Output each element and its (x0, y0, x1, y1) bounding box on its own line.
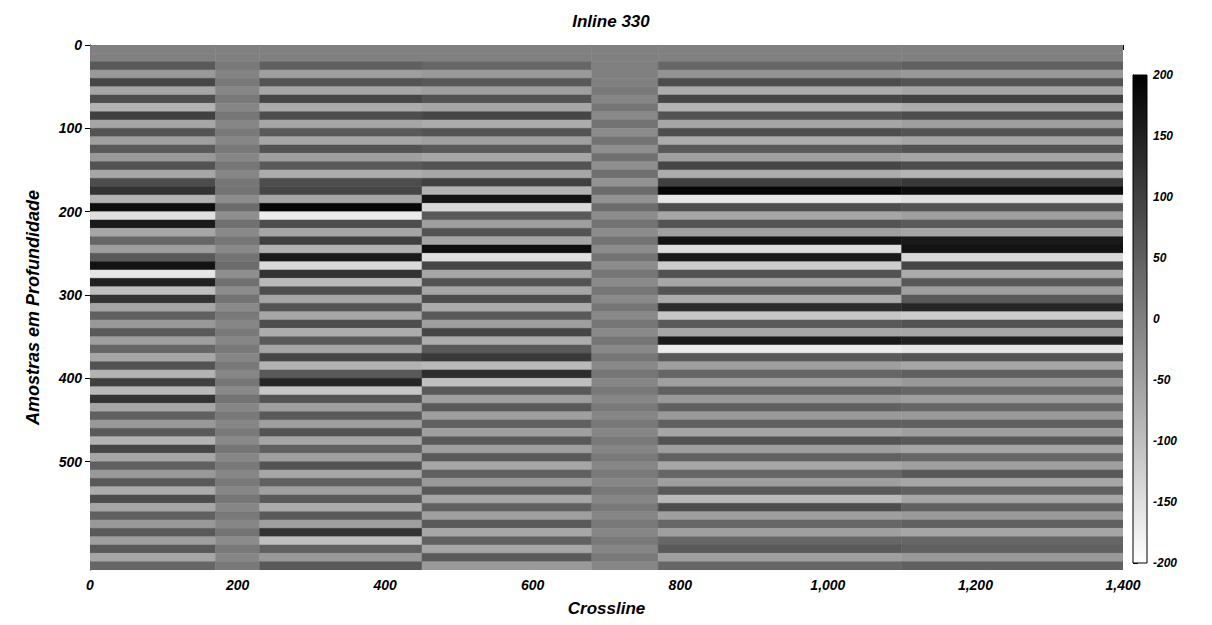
svg-text:500: 500 (59, 454, 83, 470)
svg-text:Inline 330: Inline 330 (572, 12, 650, 31)
svg-text:-200: -200 (1153, 556, 1177, 570)
svg-text:Amostras em Profundidade: Amostras em Profundidade (23, 190, 43, 426)
svg-text:100: 100 (1153, 190, 1173, 204)
svg-text:150: 150 (1153, 129, 1173, 143)
svg-text:-100: -100 (1153, 434, 1177, 448)
svg-text:0: 0 (74, 37, 82, 53)
svg-text:200: 200 (225, 577, 250, 593)
svg-text:50: 50 (1153, 251, 1167, 265)
svg-text:200: 200 (1152, 68, 1173, 82)
svg-text:200: 200 (58, 204, 83, 220)
svg-text:-150: -150 (1153, 495, 1177, 509)
svg-text:Crossline: Crossline (568, 599, 645, 618)
svg-text:400: 400 (58, 370, 83, 386)
svg-text:800: 800 (669, 577, 693, 593)
svg-text:1,000: 1,000 (810, 577, 845, 593)
svg-text:400: 400 (372, 577, 397, 593)
svg-text:100: 100 (59, 120, 83, 136)
svg-text:1,400: 1,400 (1105, 577, 1140, 593)
svg-text:-50: -50 (1153, 373, 1171, 387)
svg-text:1,200: 1,200 (958, 577, 993, 593)
svg-text:0: 0 (86, 577, 94, 593)
svg-text:300: 300 (59, 287, 83, 303)
svg-text:600: 600 (521, 577, 545, 593)
svg-text:0: 0 (1153, 312, 1160, 326)
